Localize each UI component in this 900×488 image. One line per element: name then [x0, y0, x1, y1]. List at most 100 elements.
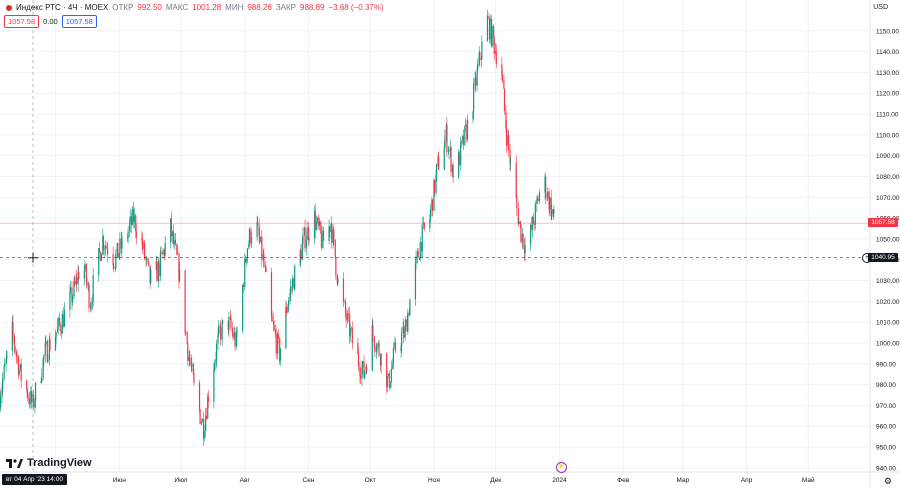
candle-body [73, 281, 75, 297]
overlay [0, 0, 870, 472]
candle-body [495, 51, 497, 65]
candle-body [248, 243, 250, 249]
candle-body [487, 16, 489, 19]
candle-body [300, 250, 302, 260]
candle-body [275, 329, 277, 335]
candle-body [342, 278, 345, 302]
candle-body [271, 316, 273, 322]
candle-body [244, 258, 246, 263]
candle-body [17, 357, 20, 375]
candle-body [248, 229, 251, 244]
candle-body [18, 368, 20, 375]
candle-body [530, 224, 532, 245]
candle-body [220, 327, 222, 340]
candle-body [307, 227, 310, 241]
candle-body [489, 18, 491, 40]
candle-body [215, 359, 217, 364]
candle-body [357, 353, 360, 367]
candle-body [146, 258, 148, 260]
candle-body [480, 58, 482, 60]
candle-body [90, 302, 92, 309]
tradingview-logo-icon [6, 458, 23, 468]
candle-body [294, 265, 296, 290]
candle-body [359, 366, 361, 376]
candle-body [366, 367, 368, 371]
candle-body [285, 307, 288, 313]
tradingview-logo[interactable]: TradingView [6, 457, 92, 469]
x-tick-label: Ноя [428, 477, 440, 484]
candle-body [349, 328, 351, 337]
candle-body [32, 394, 35, 408]
open-label: ОТКР [112, 3, 134, 12]
candle-body [520, 224, 522, 242]
currency-label[interactable]: USD [873, 4, 888, 11]
candle-body [217, 334, 219, 344]
low-label: МИН [225, 3, 244, 12]
candle-body [435, 174, 437, 193]
candle-body [491, 26, 493, 46]
candle-body [524, 244, 526, 254]
candle-body [215, 343, 218, 360]
candle-body [98, 248, 100, 253]
candle-body [404, 326, 406, 338]
x-tick-label: Май [802, 476, 815, 484]
candle-body [503, 80, 505, 89]
candle-body [40, 381, 42, 383]
candle-body [185, 332, 187, 334]
candle-body [76, 277, 78, 284]
candle-body [61, 331, 63, 334]
candle-body [347, 313, 349, 315]
candle-body [473, 83, 475, 112]
candle-body [203, 431, 205, 439]
legend: Индекс РТС · 4Ч · MOEX ОТКР 992.50 МАКС 10… [6, 3, 384, 12]
candle-body [472, 111, 474, 120]
candle-body [270, 271, 273, 317]
candle-body [117, 243, 119, 259]
candle-body [193, 374, 195, 383]
candle-body [333, 229, 335, 240]
symbol-title[interactable]: Индекс РТС · 4Ч · MOEX [16, 3, 109, 12]
gear-icon[interactable]: ⚙ [883, 476, 892, 486]
candle-body [501, 75, 504, 81]
candle-body [106, 246, 108, 249]
x-tick-label: Авг [240, 477, 251, 484]
candle-body [376, 344, 378, 351]
candle-body [503, 88, 506, 111]
candle-body [74, 281, 76, 285]
candle-body [201, 418, 203, 423]
x-tick-label: Апр [741, 477, 753, 484]
candle-body [69, 287, 72, 292]
candle-body [291, 286, 293, 288]
candle-body [446, 124, 448, 152]
candle-body [407, 312, 409, 332]
candle-body [256, 222, 258, 238]
event-bolt-icon[interactable]: ⚡ [556, 462, 567, 473]
y-tick-label: 950.00 [876, 445, 896, 452]
candle-body [394, 342, 397, 352]
sell-chip[interactable]: 1057.58 [4, 15, 40, 28]
candle-body [143, 243, 146, 259]
x-tick-label: Июл [174, 477, 187, 484]
candle-body [85, 264, 87, 282]
candle-body [532, 217, 534, 225]
candle-body [536, 198, 539, 201]
candle-body [133, 215, 135, 223]
candle-body [57, 318, 59, 327]
candle-body [6, 350, 8, 360]
candle-body [232, 331, 234, 339]
candle-body [133, 208, 135, 223]
candle-body [2, 378, 4, 389]
candle-body [318, 221, 320, 226]
y-tick-label: 1080.00 [876, 174, 900, 181]
candle-body [28, 399, 30, 405]
candle-body [316, 221, 318, 230]
candle-body [213, 363, 216, 371]
close-label: ЗАКР [275, 3, 296, 12]
candle-body [462, 135, 464, 145]
candle-body [84, 264, 86, 271]
buy-chip[interactable]: 1057.58 [61, 15, 97, 28]
candle-body [475, 77, 477, 86]
candle-body [164, 242, 166, 256]
x-tick-label: 2024 [552, 477, 567, 484]
